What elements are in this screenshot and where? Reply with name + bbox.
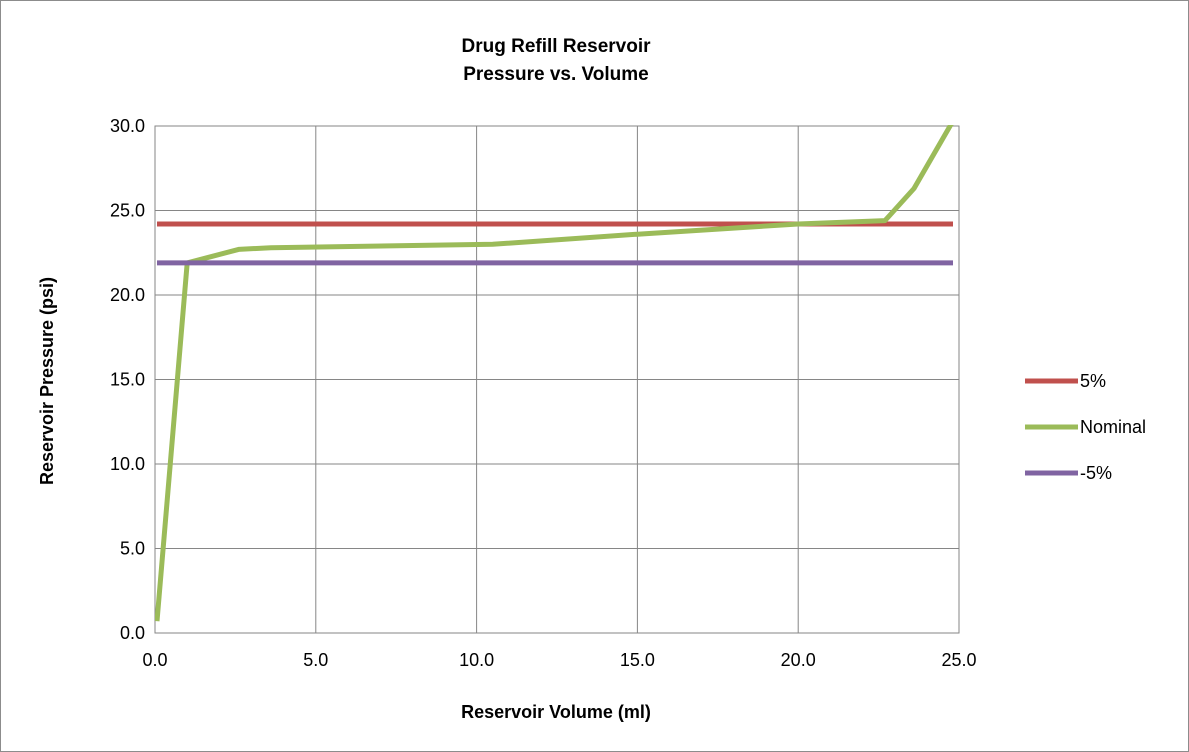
tick-labels: 0.0 5.0 10.0 15.0 20.0 25.0 30.0 0.0 5.0 10.0 15.0… <box>110 116 977 670</box>
chart-title-line-1: Drug Refill Reservoir <box>462 36 652 57</box>
x-tick-label: 25.0 <box>941 650 976 670</box>
y-tick-label: 0.0 <box>120 623 145 643</box>
series-line-nominal <box>155 125 954 622</box>
y-tick-label: 20.0 <box>110 285 145 305</box>
legend-label: -5% <box>1080 463 1112 483</box>
x-axis-title: Reservoir Volume (ml) <box>461 702 651 722</box>
y-tick-label: 30.0 <box>110 116 145 136</box>
y-axis-title: Reservoir Pressure (psi) <box>37 277 57 485</box>
y-tick-label: 10.0 <box>110 454 145 474</box>
legend: 5% Nominal -5% <box>1025 371 1146 483</box>
x-tick-label: 10.0 <box>459 650 494 670</box>
x-tick-label: 20.0 <box>781 650 816 670</box>
series-lines <box>155 125 954 622</box>
y-tick-label: 15.0 <box>110 370 145 390</box>
legend-label: Nominal <box>1080 417 1146 437</box>
y-tick-label: 5.0 <box>120 539 145 559</box>
gridlines <box>154 125 960 634</box>
x-tick-label: 15.0 <box>620 650 655 670</box>
plot-area-border <box>154 125 960 634</box>
chart-title-line-2: Pressure vs. Volume <box>463 64 649 85</box>
legend-label: 5% <box>1080 371 1106 391</box>
x-tick-label: 0.0 <box>142 650 167 670</box>
x-tick-label: 5.0 <box>303 650 328 670</box>
y-tick-label: 25.0 <box>110 201 145 221</box>
